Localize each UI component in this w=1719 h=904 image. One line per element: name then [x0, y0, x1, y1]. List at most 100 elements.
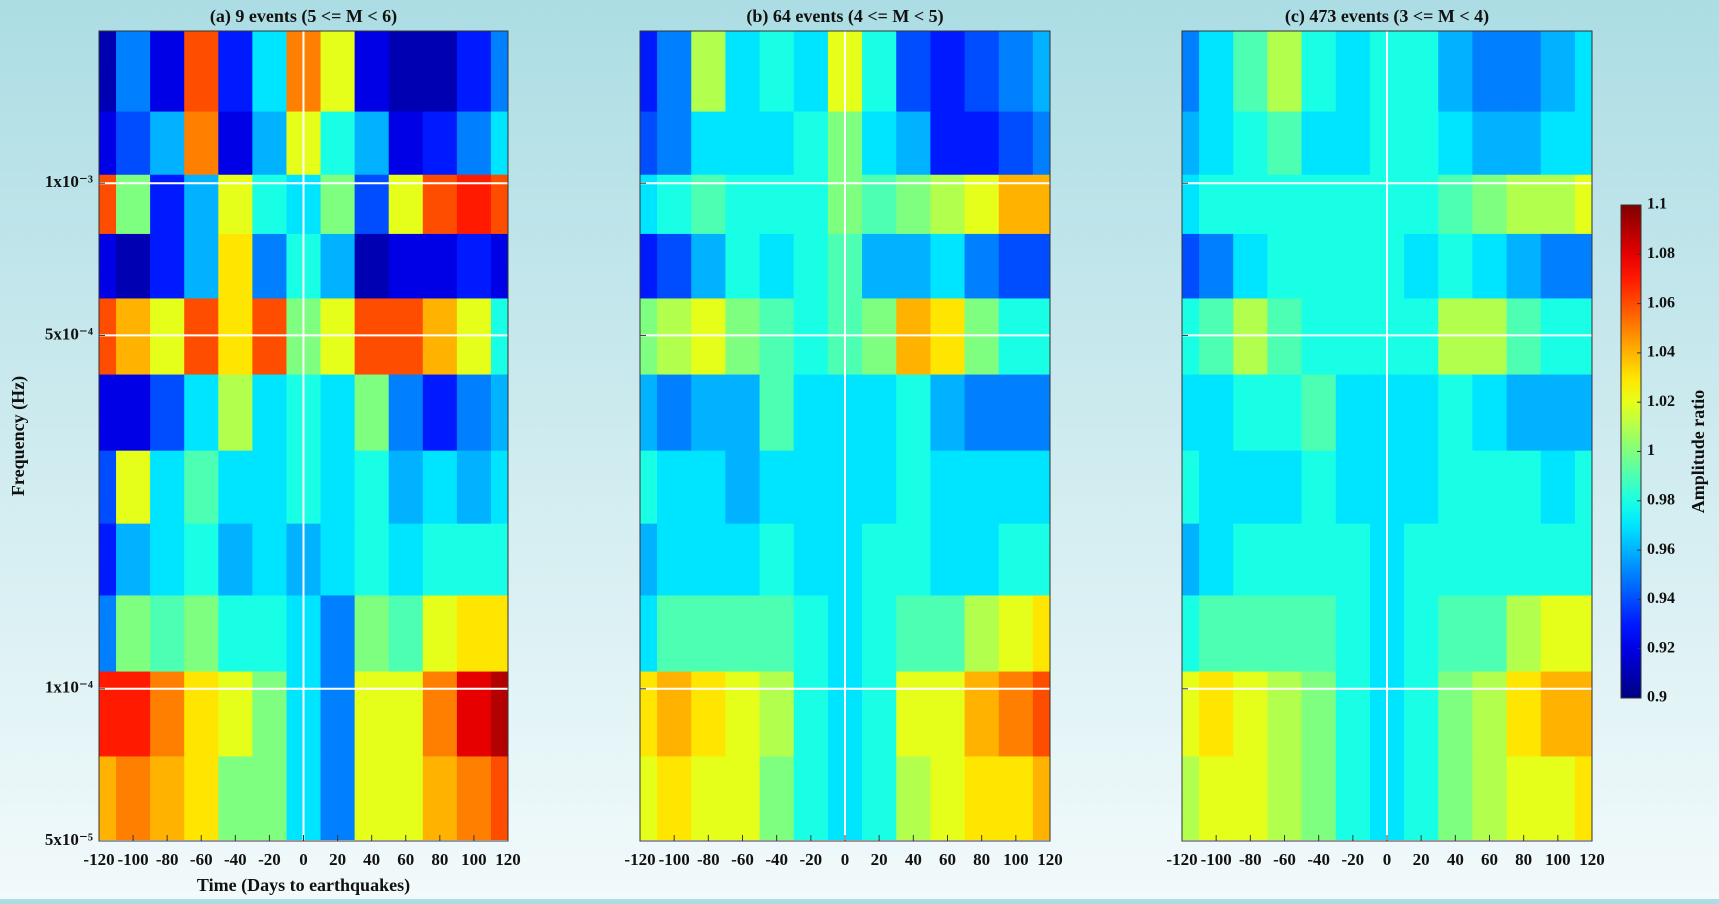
heat-cell	[491, 756, 510, 841]
heat-cell	[389, 31, 424, 112]
heat-cell	[1404, 756, 1439, 841]
heat-cell	[896, 112, 931, 176]
heat-cell	[389, 298, 424, 375]
heat-cell	[862, 298, 897, 375]
heat-cell	[657, 524, 692, 596]
heat-cell	[965, 595, 1000, 672]
heat-cell	[491, 298, 510, 375]
heat-cell	[389, 756, 424, 841]
heat-cell	[1302, 234, 1337, 299]
heat-cell	[355, 672, 390, 757]
colorbar-tick-label: 1.08	[1647, 245, 1675, 262]
heat-cell	[965, 298, 1000, 375]
heat-cell	[760, 756, 795, 841]
heat-cell	[98, 112, 117, 176]
heat-cell	[252, 451, 287, 525]
heat-cell	[1033, 31, 1052, 112]
heat-cell	[1472, 756, 1507, 841]
heat-cell	[1233, 451, 1268, 525]
heat-cell	[930, 672, 965, 757]
x-tick-label: 20	[871, 850, 888, 869]
heat-cell	[1033, 375, 1052, 452]
heat-cell	[930, 298, 965, 375]
heat-cell	[1233, 595, 1268, 672]
heat-cell	[1575, 524, 1594, 596]
heat-cell	[965, 524, 1000, 596]
heat-cell	[1575, 672, 1594, 757]
heat-cell	[691, 375, 726, 452]
heat-cell	[1472, 451, 1507, 525]
heat-cell	[1267, 756, 1302, 841]
heat-cell	[150, 375, 185, 452]
heat-cell	[760, 234, 795, 299]
heat-cell	[1438, 672, 1473, 757]
heat-cell	[218, 375, 253, 452]
heat-cell	[862, 756, 897, 841]
heat-cell	[150, 112, 185, 176]
heat-cell	[1336, 234, 1371, 299]
heat-cell	[1541, 112, 1576, 176]
heat-cell	[218, 234, 253, 299]
heat-cell	[1033, 524, 1052, 596]
heat-cell	[1267, 234, 1302, 299]
heat-cell	[1181, 298, 1200, 375]
heat-cell	[896, 672, 931, 757]
heat-cell	[184, 672, 219, 757]
heat-cell	[1336, 672, 1371, 757]
heat-cell	[116, 595, 151, 672]
heat-cell	[760, 524, 795, 596]
heat-cell	[639, 375, 658, 452]
heat-cell	[1404, 524, 1439, 596]
colorbar-tick-label: 0.96	[1647, 541, 1675, 558]
heat-cell	[252, 112, 287, 176]
heat-cell	[691, 595, 726, 672]
heat-cell	[423, 234, 458, 299]
heat-cell	[1302, 298, 1337, 375]
heat-cell	[1404, 234, 1439, 299]
heat-cell	[691, 112, 726, 176]
heat-cell	[457, 595, 492, 672]
heat-cell	[1438, 451, 1473, 525]
heat-cell	[1507, 112, 1542, 176]
heat-cell	[639, 298, 658, 375]
heat-cell	[355, 298, 390, 375]
heat-cell	[725, 451, 760, 525]
heat-cell	[491, 524, 510, 596]
heat-cell	[1181, 31, 1200, 112]
colorbar-tick-label: 0.98	[1647, 491, 1675, 508]
heat-cell	[1181, 672, 1200, 757]
heat-cell	[999, 524, 1034, 596]
heat-cell	[930, 112, 965, 176]
heat-cell	[639, 756, 658, 841]
heat-cell	[389, 234, 424, 299]
heat-cell	[116, 756, 151, 841]
heat-cell	[98, 451, 117, 525]
heat-cell	[252, 756, 287, 841]
heat-cell	[1302, 524, 1337, 596]
panel-title: (a) 9 events (5 <= M < 6)	[210, 6, 397, 27]
heat-cell	[1181, 451, 1200, 525]
heat-cell	[896, 375, 931, 452]
heat-cell	[896, 756, 931, 841]
heat-cell	[150, 524, 185, 596]
colorbar-tick-label: 0.94	[1647, 590, 1675, 607]
heat-cell	[321, 31, 356, 112]
heat-cell	[862, 672, 897, 757]
chart: -120-100-80-60-40-200204060801001205x10⁻…	[0, 0, 1719, 899]
heat-cell	[691, 756, 726, 841]
heat-cell	[999, 375, 1034, 452]
x-tick-label: -60	[190, 850, 213, 869]
heat-cell	[184, 451, 219, 525]
heat-cell	[1507, 451, 1542, 525]
heat-cell	[389, 524, 424, 596]
heat-cell	[1033, 298, 1052, 375]
x-tick-label: -20	[1341, 850, 1364, 869]
heat-cell	[1267, 112, 1302, 176]
heat-cell	[1233, 298, 1268, 375]
heat-cell	[794, 31, 829, 112]
heat-cell	[1336, 112, 1371, 176]
heat-cell	[999, 756, 1034, 841]
heat-cell	[457, 672, 492, 757]
heat-cell	[1033, 595, 1052, 672]
x-tick-label: -40	[224, 850, 247, 869]
